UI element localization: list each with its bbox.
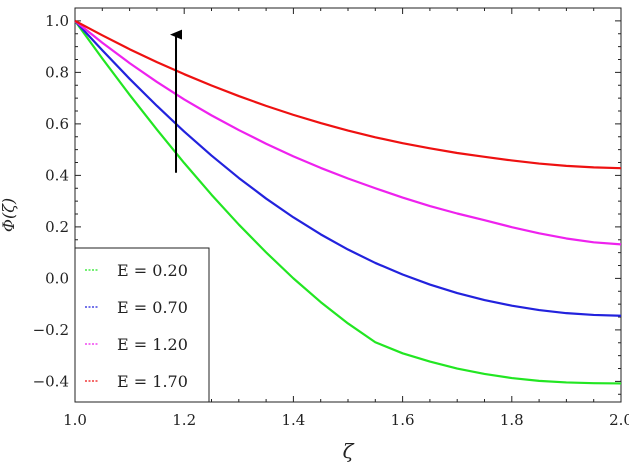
x-tick-label: 2.0 [609, 411, 629, 429]
y-tick-label: 0.8 [45, 63, 69, 81]
series-group [74, 19, 622, 385]
y-tick-label: 0.2 [45, 218, 69, 236]
y-tick-label: 1.0 [45, 12, 69, 30]
x-tick-label: 1.8 [500, 411, 524, 429]
y-tick-label: −0.4 [33, 372, 69, 390]
axis-ticks: 1.0 1.2 1.4 1.6 1.8 2.0 −0.4 −0.2 0.0 0.2 0.4 0.6 0.… [33, 8, 629, 429]
legend: E = 0.20 E = 0.70 E = 1.20 E = 1.70 [74, 247, 210, 403]
x-tick-label: 1.4 [281, 411, 305, 429]
y-tick-label: 0.0 [45, 269, 69, 287]
x-tick-label: 1.0 [63, 411, 87, 429]
y-axis-label: Φ(ζ) [0, 198, 18, 232]
legend-label: E = 1.20 [117, 335, 188, 354]
y-tick-label: 0.4 [45, 166, 69, 184]
series-line-e---0-20 [74, 20, 622, 385]
series-line-e---1-20 [74, 20, 622, 246]
series-line-e---0-70 [74, 20, 622, 317]
x-tick-label: 1.6 [391, 411, 415, 429]
legend-label: E = 0.20 [117, 261, 188, 280]
legend-label: E = 0.70 [117, 298, 188, 317]
legend-box [74, 247, 210, 403]
x-tick-label: 1.2 [172, 411, 196, 429]
y-axis-label-group: Φ(ζ) [0, 198, 18, 232]
y-tick-label: −0.2 [33, 321, 69, 339]
y-tick-label: 0.6 [45, 115, 69, 133]
x-axis-label: ζ [343, 439, 355, 463]
legend-label: E = 1.70 [117, 372, 188, 391]
series-line-e---1-70 [74, 19, 622, 170]
